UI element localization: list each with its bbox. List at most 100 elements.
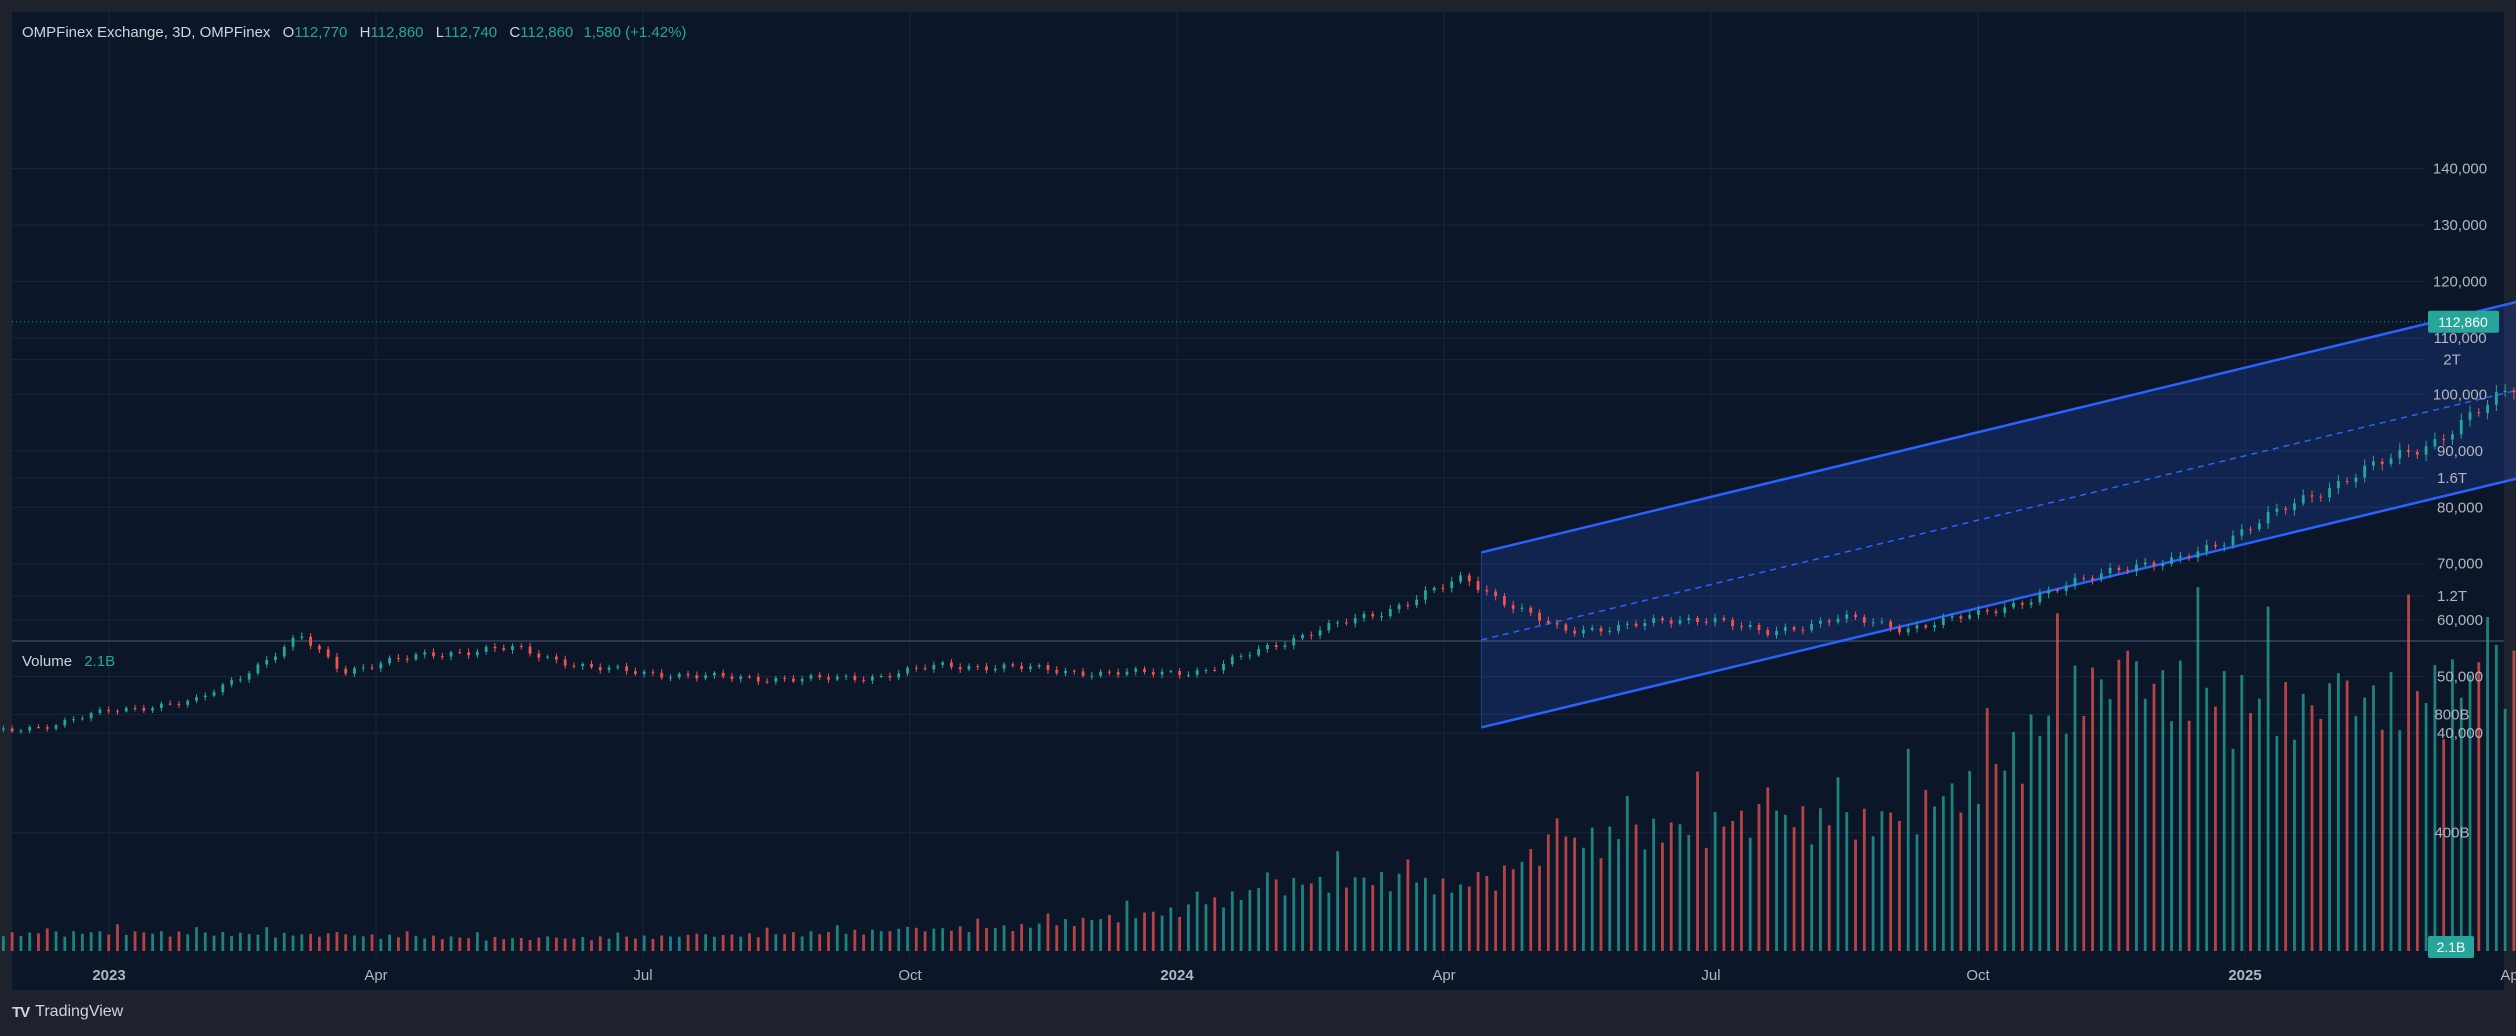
candle-body	[1029, 666, 1032, 669]
candle-body	[2301, 495, 2305, 504]
volume-bar	[976, 918, 980, 951]
volume-bar	[230, 936, 234, 951]
volume-bar	[1564, 836, 1568, 951]
volume-bar	[897, 928, 901, 951]
candle-body	[2091, 577, 2094, 580]
candle-body	[388, 657, 392, 664]
price-tick-label: 120,000	[2433, 273, 2487, 290]
volume-bar	[888, 931, 892, 951]
volume-bar	[1362, 877, 1366, 951]
candle-body	[1643, 622, 1647, 627]
volume-bar	[546, 936, 550, 951]
volume-bar	[159, 931, 163, 951]
volume-bar	[2372, 685, 2375, 951]
volume-bar	[186, 934, 190, 951]
volume-bar	[370, 934, 374, 951]
candle-body	[1625, 623, 1629, 625]
candle-body	[897, 673, 901, 678]
volume-bar	[2029, 714, 2033, 951]
volume-bar	[1985, 708, 1989, 951]
candle-body	[1862, 617, 1866, 623]
volume-bar	[221, 931, 225, 951]
volume-bar	[2503, 708, 2507, 951]
candle-body	[54, 725, 58, 729]
candle-body	[1169, 671, 1173, 673]
candle-body	[862, 679, 866, 681]
candle-body	[827, 677, 830, 680]
volume-bar	[1582, 847, 1585, 951]
low-label: L	[435, 24, 445, 41]
candle-body	[1160, 671, 1164, 675]
volume-bar	[1994, 764, 1998, 951]
candle-body	[1432, 587, 1436, 591]
volume-bar	[809, 931, 813, 951]
volume-bar	[2389, 672, 2393, 951]
last-price-tag	[2428, 310, 2499, 333]
candle-body	[1125, 671, 1129, 675]
candle-body	[528, 646, 532, 654]
candlestick-series	[1, 384, 2516, 734]
volume-label[interactable]: Volume	[22, 653, 73, 670]
candle-body	[1748, 625, 1752, 627]
volume-bar	[396, 937, 400, 951]
volume-bar	[1064, 919, 1067, 951]
candle-body	[941, 662, 945, 665]
volume-tick-label: 2T	[2443, 352, 2461, 369]
volume-bar	[1134, 918, 1138, 951]
candle-body	[993, 668, 997, 671]
volume-bar	[1055, 925, 1059, 951]
candle-body	[1845, 614, 1849, 619]
volume-bar	[1081, 917, 1085, 951]
volume-bar	[177, 931, 181, 951]
volume-bar	[2020, 783, 2024, 951]
candle-body	[1239, 655, 1243, 657]
time-tick-label: Jul	[633, 967, 652, 984]
volume-bar	[941, 928, 945, 951]
volume-bar	[2056, 613, 2059, 951]
candle-body	[2196, 551, 2200, 558]
candle-body	[2064, 585, 2068, 592]
volume-bar	[2319, 718, 2323, 951]
candle-body	[844, 675, 848, 677]
volume-bar	[2187, 720, 2191, 951]
volume-bar	[326, 933, 330, 951]
candle-body	[2170, 557, 2173, 564]
candle-body	[625, 666, 629, 672]
candle-body	[1792, 627, 1796, 630]
volume-bar	[1862, 808, 1866, 951]
candle-body	[177, 704, 181, 706]
candle-body	[449, 652, 453, 657]
volume-bar	[2363, 697, 2367, 951]
candle-body	[1151, 671, 1155, 675]
volume-bar	[2301, 693, 2305, 951]
candle-body	[932, 664, 936, 670]
candle-body	[967, 666, 971, 670]
regression-channel[interactable]	[1480, 140, 2516, 729]
candle-body	[2451, 434, 2454, 440]
volume-bar	[1274, 879, 1278, 951]
volume-tick-label: 1.2T	[2437, 588, 2467, 605]
volume-bar	[1248, 890, 1252, 951]
candle-body	[89, 712, 93, 719]
time-tick-label: Oct	[898, 967, 922, 984]
candle-body	[2407, 449, 2410, 452]
tradingview-logo-icon[interactable]: TV	[12, 1003, 30, 1021]
candle-body	[1064, 670, 1067, 674]
volume-bar	[765, 927, 769, 951]
candle-body	[230, 680, 234, 685]
volume-bar	[19, 936, 23, 951]
volume-bar	[98, 931, 102, 951]
candle-body	[1582, 629, 1585, 634]
price-tick-label: 130,000	[2433, 217, 2487, 234]
candle-body	[1424, 590, 1427, 600]
candle-body	[2178, 556, 2182, 558]
candle-body	[554, 656, 558, 660]
volume-bar	[2477, 662, 2481, 951]
candle-body	[1687, 618, 1691, 621]
candle-body	[2135, 564, 2138, 572]
candle-body	[1388, 609, 1392, 617]
symbol-name[interactable]: OMPFinex Exchange, 3D, OMPFinex	[22, 24, 271, 41]
brand-name[interactable]: TradingView	[35, 1003, 124, 1020]
volume-bar	[2117, 659, 2121, 951]
